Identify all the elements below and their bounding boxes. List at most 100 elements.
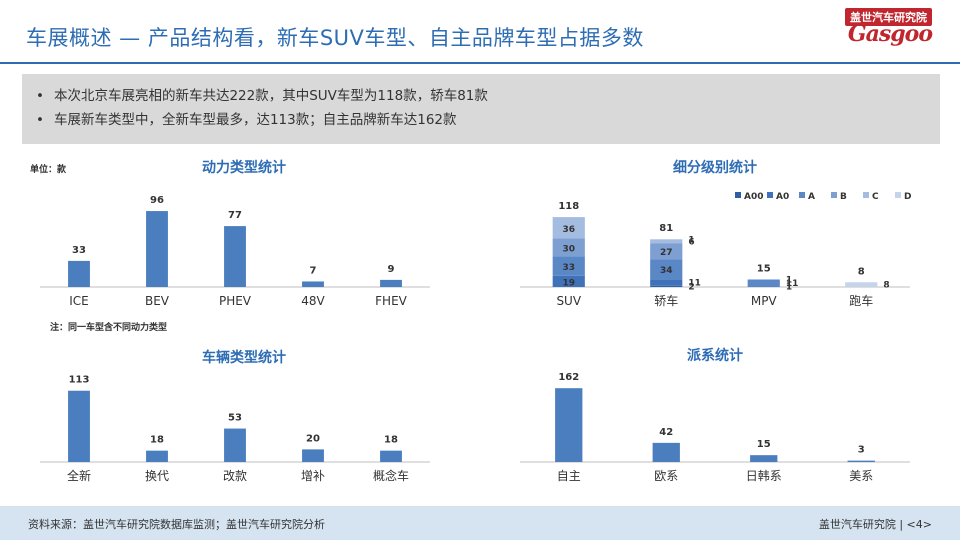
chart-0-value-0: 33 — [72, 245, 86, 256]
chart-0-bar-1 — [146, 211, 168, 287]
chart-1-segment-label-0-4: 36 — [562, 225, 575, 235]
footer-source: 资料来源：盖世汽车研究院数据库监测；盖世汽车研究院分析 — [28, 518, 325, 531]
chart-2-value-4: 18 — [384, 435, 398, 446]
chart-2-bar-3 — [302, 449, 324, 462]
chart-1-legend-label-2: A — [808, 192, 815, 202]
logo-cn-text: 盖世汽车研究院 — [845, 8, 932, 26]
chart-2-title: 车辆类型统计 — [202, 349, 286, 366]
chart-1-total-0: 118 — [558, 201, 579, 212]
chart-1-label-2: MPV — [751, 294, 778, 308]
chart-1-segment-1-1 — [650, 279, 683, 286]
summary-box: 本次北京车展亮相的新车共达222款，其中SUV车型为118款，轿车81款 车展新… — [22, 74, 940, 144]
chart-0-label-2: PHEV — [219, 294, 252, 308]
chart-1-segment-label-1-0: 2 — [688, 282, 694, 292]
chart-1-segment-0-3 — [552, 238, 585, 257]
chart-0-bar-3 — [302, 281, 324, 287]
chart-2-label-4: 概念车 — [373, 468, 409, 483]
chart-3-value-0: 162 — [558, 372, 579, 383]
chart-1-segment-1-5 — [650, 239, 683, 240]
logo-en-text: Gasgoo — [847, 21, 933, 47]
chart-1-segment-0-2 — [552, 256, 585, 276]
chart-1-legend-swatch-3 — [831, 192, 837, 198]
chart-1-segment-label-0-1: 19 — [562, 278, 575, 288]
chart-1-segment-label-2-2: 11 — [786, 279, 799, 289]
chart-0-title: 动力类型统计 — [202, 159, 286, 176]
chart-2-bar-4 — [380, 450, 402, 462]
chart-1-segment-label-1-5: 1 — [688, 235, 694, 245]
chart-1-segment-label-0-3: 30 — [562, 244, 575, 254]
chart-3-label-3: 美系 — [849, 469, 873, 483]
chart-2-bar-2 — [224, 428, 246, 462]
chart-0-bar-0 — [68, 260, 90, 287]
chart-0-value-2: 77 — [228, 210, 242, 221]
chart-0-unit: 单位：款 — [30, 163, 67, 175]
chart-1-legend-swatch-2 — [799, 192, 805, 198]
chart-1-segment-label-2-3: 1 — [786, 276, 792, 286]
chart-1-legend-swatch-5 — [895, 192, 901, 198]
chart-1-label-1: 轿车 — [654, 293, 678, 308]
chart-1-segment-label-3-5: 8 — [883, 281, 889, 291]
chart-1-legend-label-1: A0 — [776, 192, 789, 202]
chart-1-segment-label-2-1: 1 — [786, 283, 792, 293]
charts-canvas: 单位：款 动力类型统计 33 ICE 96 BEV 77 PHEV 7 48V 9 FHEV 注：同一车… — [30, 159, 911, 483]
chart-1-legend-label-4: C — [872, 192, 879, 202]
chart-1-segment-label-1-1: 11 — [688, 279, 701, 289]
chart-0-value-1: 96 — [150, 195, 164, 206]
chart-2-value-1: 18 — [150, 435, 164, 446]
chart-2-value-2: 53 — [228, 413, 242, 424]
chart-3-bar-3 — [847, 460, 875, 462]
chart-2-value-0: 113 — [69, 375, 90, 386]
chart-3-value-1: 42 — [659, 427, 673, 438]
chart-1-segment-label-0-2: 33 — [562, 263, 575, 273]
chart-1-segment-2-3 — [747, 279, 780, 280]
chart-1-legend-swatch-1 — [767, 192, 773, 198]
chart-1-segment-2-2 — [747, 279, 780, 287]
summary-line-1: 本次北京车展亮相的新车共达222款，其中SUV车型为118款，轿车81款 — [36, 84, 926, 108]
chart-2-value-3: 20 — [306, 433, 320, 444]
chart-1-legend-label-5: D — [904, 192, 911, 202]
chart-1-segment-3-5 — [845, 282, 878, 287]
chart-0-label-4: FHEV — [375, 294, 408, 308]
chart-2-bar-0 — [68, 390, 90, 462]
chart-2-bar-1 — [146, 450, 168, 462]
page-title: 车展概述 — 产品结构看，新车SUV车型、自主品牌车型占据多数 — [26, 26, 644, 50]
chart-1-title: 细分级别统计 — [673, 159, 757, 176]
chart-2-label-1: 换代 — [145, 469, 169, 483]
chart-1-legend-label-0: A00 — [744, 192, 764, 202]
chart-1-legend-label-3: B — [840, 192, 847, 202]
summary-line-2: 车展新车类型中，全新车型最多，达113款；自主品牌新车达162款 — [36, 108, 926, 132]
chart-1-total-1: 81 — [659, 223, 673, 234]
footer-bar: 资料来源：盖世汽车研究院数据库监测；盖世汽车研究院分析 盖世汽车研究院 | <4… — [0, 506, 960, 540]
chart-1-segment-1-2 — [650, 259, 683, 280]
chart-0-bar-4 — [380, 279, 402, 287]
chart-3-bar-0 — [555, 388, 583, 462]
chart-1-segment-1-3 — [650, 243, 683, 260]
chart-1-segment-label-1-4: 6 — [688, 237, 694, 247]
chart-1-segment-2-1 — [747, 286, 780, 287]
chart-3-label-2: 日韩系 — [746, 468, 782, 483]
chart-1-total-3: 8 — [858, 266, 865, 277]
chart-0-label-1: BEV — [145, 294, 170, 308]
chart-2-label-2: 改款 — [223, 469, 247, 483]
chart-1-segment-0-1 — [552, 275, 585, 287]
chart-0-note: 注：同一车型含不同动力类型 — [50, 321, 167, 333]
chart-1-legend-swatch-0 — [735, 192, 741, 198]
chart-1-segment-1-4 — [650, 239, 683, 244]
chart-3-bar-1 — [652, 442, 680, 462]
chart-1-label-3: 跑车 — [849, 293, 873, 308]
chart-3-value-3: 3 — [858, 445, 865, 456]
chart-1-total-2: 15 — [757, 263, 771, 274]
chart-1-segment-label-1-3: 27 — [660, 248, 673, 258]
chart-2-label-0: 全新 — [67, 468, 91, 483]
gasgoo-logo: 盖世汽车研究院 Gasgoo — [822, 8, 933, 48]
chart-3-label-1: 欧系 — [654, 469, 678, 483]
chart-3-bar-2 — [750, 455, 778, 462]
chart-1-label-0: SUV — [556, 294, 581, 308]
chart-0-bar-2 — [224, 226, 246, 287]
chart-1-segment-1-0 — [650, 285, 683, 287]
chart-0-value-3: 7 — [310, 265, 317, 276]
title-divider — [0, 62, 960, 64]
chart-3-label-0: 自主 — [557, 469, 581, 483]
chart-0-label-0: ICE — [69, 294, 89, 308]
chart-1-segment-0-4 — [552, 217, 585, 239]
